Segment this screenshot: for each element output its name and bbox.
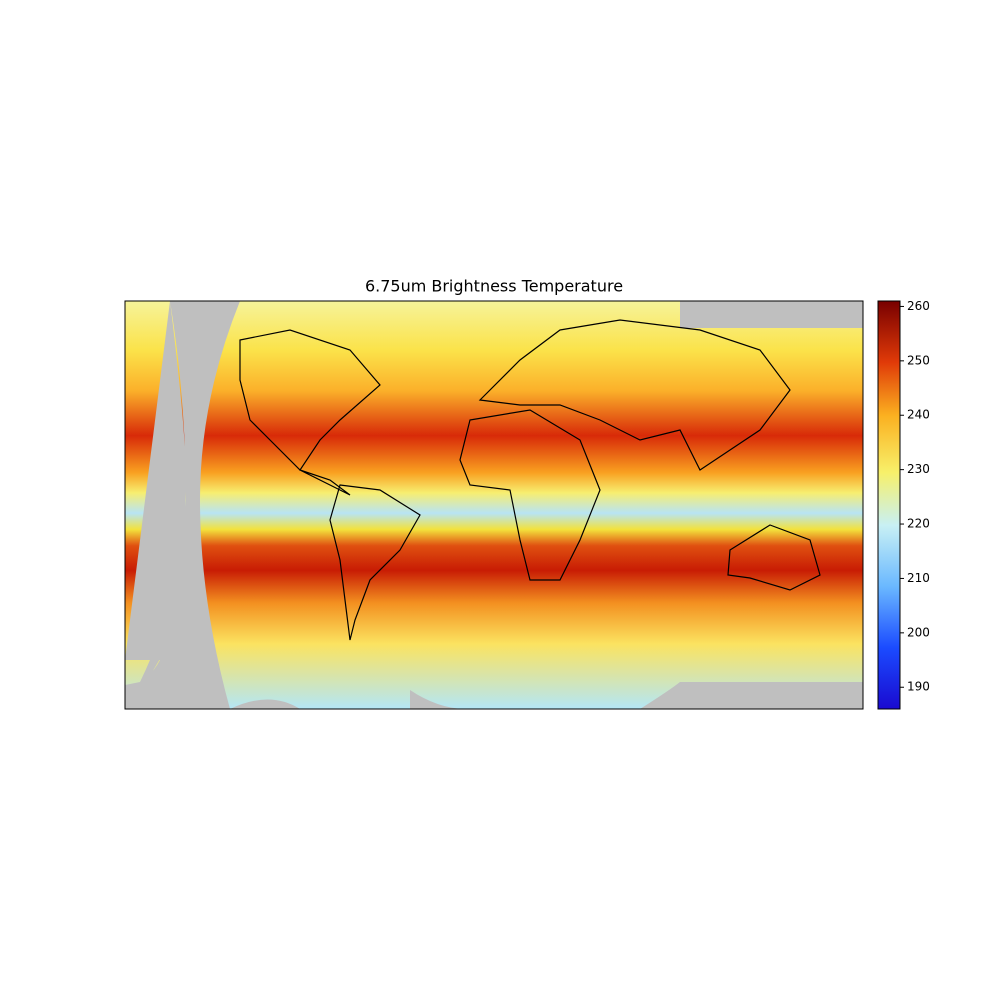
brightness-field bbox=[125, 301, 863, 709]
colorbar-tick-label: 230 bbox=[907, 462, 930, 476]
no-data-region bbox=[230, 682, 863, 709]
colorbar: 190 200 210 220 230 240 250 260 bbox=[877, 299, 930, 710]
colorbar-tick-label: 220 bbox=[907, 517, 930, 531]
colorbar-tick-label: 200 bbox=[907, 625, 930, 639]
map-frame bbox=[124, 300, 864, 710]
colorbar-ramp bbox=[877, 300, 901, 710]
no-data-region bbox=[680, 301, 863, 328]
coastlines bbox=[239, 319, 821, 641]
colorbar-tick-label: 260 bbox=[907, 299, 930, 313]
no-data-region bbox=[125, 301, 240, 709]
colorbar-tick-label: 240 bbox=[907, 408, 930, 422]
map bbox=[125, 301, 863, 709]
colorbar-tick-label: 250 bbox=[907, 353, 930, 367]
colorbar-tick-label: 210 bbox=[907, 571, 930, 585]
map-title: 6.75um Brightness Temperature bbox=[365, 277, 623, 296]
colorbar-tick-label: 190 bbox=[907, 680, 930, 694]
